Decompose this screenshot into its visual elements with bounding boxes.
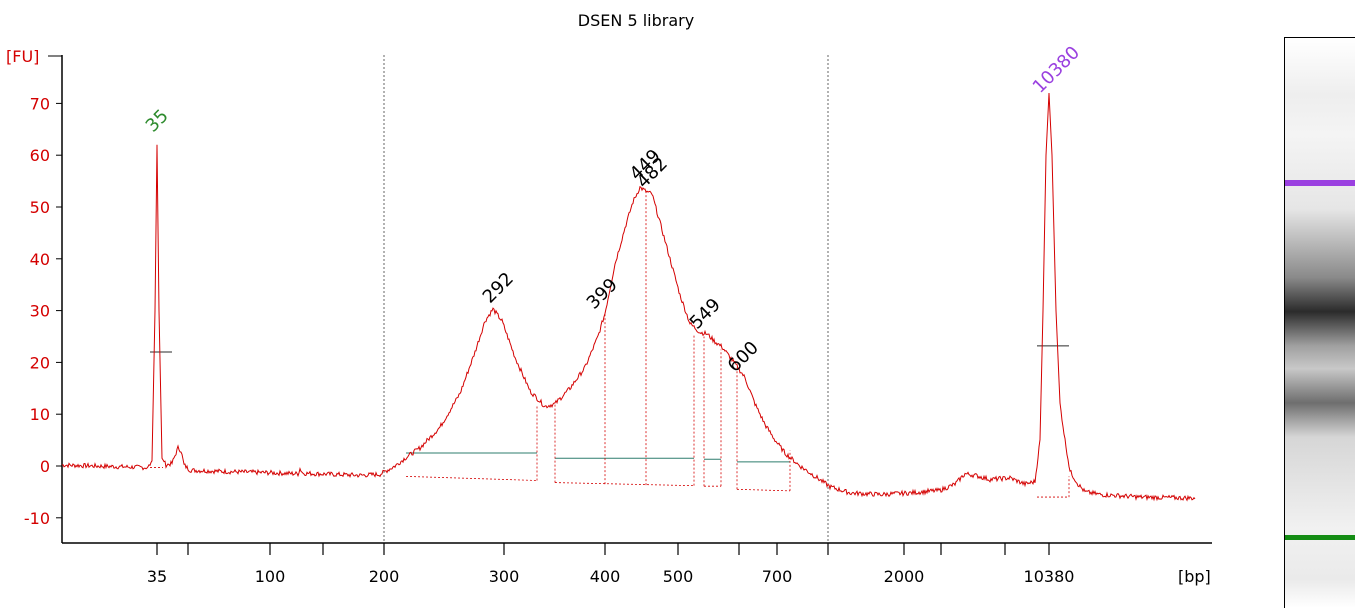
y-tick-label: 50 xyxy=(30,198,50,217)
peak-baseline xyxy=(736,488,791,492)
y-tick-label: 10 xyxy=(30,405,50,424)
x-tick-label: 300 xyxy=(489,567,520,586)
y-unit-label: [FU] xyxy=(6,47,39,66)
gel-upper-marker-band xyxy=(1285,180,1355,186)
x-tick-label: 2000 xyxy=(884,567,925,586)
x-tick-label: 200 xyxy=(369,567,400,586)
x-tick-label: 35 xyxy=(147,567,167,586)
gel-lane-background xyxy=(1285,38,1355,608)
gel-lower-marker-band xyxy=(1285,535,1355,540)
virtual-gel-lane xyxy=(1284,37,1355,608)
peak-baseline xyxy=(554,482,695,487)
electropherogram-trace xyxy=(61,92,1196,502)
x-unit-label: [bp] xyxy=(1178,567,1211,586)
peak-baseline xyxy=(405,475,538,481)
y-tick-label: 30 xyxy=(30,302,50,321)
y-tick-label: -10 xyxy=(24,509,50,528)
peak-label: 549 xyxy=(686,294,725,333)
peak-label: 600 xyxy=(724,337,763,376)
x-tick-label: 10380 xyxy=(1024,567,1075,586)
y-tick-label: 20 xyxy=(30,353,50,372)
y-tick-label: 60 xyxy=(30,146,50,165)
y-tick-label: 0 xyxy=(40,457,50,476)
peak-label: 35 xyxy=(142,105,173,136)
electropherogram-chart: DSEN 5 library [FU] [bp] 706050403020100… xyxy=(6,11,1212,586)
peak-label: 399 xyxy=(583,274,622,313)
dotted-dividers xyxy=(383,55,829,543)
x-tick-label: 500 xyxy=(663,567,694,586)
x-tick-label: 100 xyxy=(255,567,286,586)
peak-label: 292 xyxy=(479,268,518,307)
x-tick-label: 700 xyxy=(762,567,793,586)
chart-title: DSEN 5 library xyxy=(578,11,694,30)
peak-label: 10380 xyxy=(1029,42,1084,97)
y-tick-label: 40 xyxy=(30,250,50,269)
x-tick-label: 400 xyxy=(590,567,621,586)
peak-integration-areas xyxy=(150,191,1070,498)
y-tick-label: 70 xyxy=(30,94,50,113)
